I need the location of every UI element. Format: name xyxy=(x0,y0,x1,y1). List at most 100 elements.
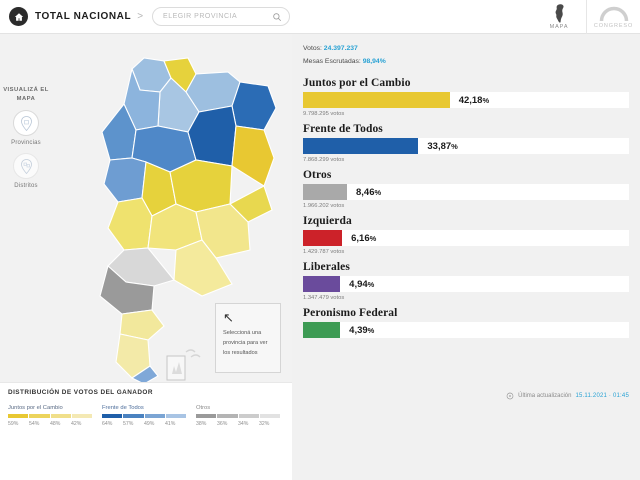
legend-swatch xyxy=(259,414,280,418)
legend-swatch xyxy=(238,414,259,418)
result-votes: 9.798.295 votos xyxy=(303,111,345,118)
result-votes: 1.966.202 votos xyxy=(303,203,345,210)
result-row-liberales[interactable]: Liberales 4,94% 1.347.479 votos xyxy=(303,261,629,304)
result-row-jxc[interactable]: Juntos por el Cambio 42,18% 9.798.295 vo… xyxy=(303,77,629,120)
province-misiones[interactable] xyxy=(231,125,275,187)
result-votes: 1.347.479 votos xyxy=(303,295,345,302)
party-name: Frente de Todos xyxy=(303,123,383,136)
legend-swatch xyxy=(123,414,144,418)
legend-swatch xyxy=(50,414,71,418)
header-nav: MAPA CONGRESO xyxy=(532,0,640,34)
result-percent: 42,18% xyxy=(458,94,490,106)
search-icon[interactable] xyxy=(272,12,282,22)
congress-dome-icon xyxy=(599,6,628,22)
legend-gradient-bar xyxy=(8,414,92,418)
map-view-provincias-label: Provincias xyxy=(11,140,41,147)
legend-swatch xyxy=(144,414,165,418)
last-updated: Última actualización 15.11.2021 · 01:45 xyxy=(506,392,629,400)
argentina-map-icon xyxy=(555,3,564,23)
result-percent: 6,16% xyxy=(351,232,377,244)
result-bar-fill xyxy=(303,276,341,293)
legend-swatch xyxy=(165,414,186,418)
last-updated-label: Última actualización xyxy=(518,393,572,399)
legend-group-jxc: Juntos por el Cambio 59% 54% 48% 42% xyxy=(8,405,92,427)
clock-icon xyxy=(506,392,514,400)
result-bar-track: 42,18% xyxy=(303,92,629,109)
map-panel[interactable]: VISUALIZÁ EL MAPA Provincias Distritos xyxy=(0,34,292,382)
result-votes: 1.429.787 votos xyxy=(303,249,345,256)
argentina-choropleth-map[interactable] xyxy=(36,34,286,382)
legend-swatch xyxy=(217,414,238,418)
province-chubut[interactable] xyxy=(119,309,165,341)
result-bar-track: 33,87% xyxy=(303,138,629,155)
legend-gradient-bar xyxy=(102,414,186,418)
result-percent: 4,39% xyxy=(349,324,375,336)
tab-congreso[interactable]: CONGRESO xyxy=(586,0,640,34)
province-chaco[interactable] xyxy=(231,81,277,131)
legend-groups: Juntos por el Cambio 59% 54% 48% 42% Fre… xyxy=(8,405,284,427)
result-row-peronismo-federal[interactable]: Peronismo Federal 4,39% xyxy=(303,307,629,350)
map-hint-text: Seleccioná una provincia para ver los re… xyxy=(223,330,268,356)
legend-values: 38% 36% 34% 32% xyxy=(196,421,280,427)
legend-swatch xyxy=(71,414,92,418)
party-name: Izquierda xyxy=(303,215,352,228)
app-header: TOTAL NACIONAL > MAPA CONGRESO xyxy=(0,0,640,34)
counted-line: Mesas Escrutadas: 98,94% xyxy=(303,56,629,69)
legend-value: 48% xyxy=(50,421,61,427)
page-title: TOTAL NACIONAL xyxy=(35,11,132,22)
legend-value: 57% xyxy=(123,421,134,427)
legend-value: 64% xyxy=(102,421,113,427)
result-bar-fill xyxy=(303,322,341,339)
search-input[interactable] xyxy=(163,13,273,20)
result-row-otros[interactable]: Otros 8,46% 1.966.202 votos xyxy=(303,169,629,212)
legend-group-label: Otros xyxy=(196,405,211,411)
result-row-fdt[interactable]: Frente de Todos 33,87% 7.868.299 votos xyxy=(303,123,629,166)
map-view-switcher: VISUALIZÁ EL MAPA Provincias Distritos xyxy=(0,86,52,189)
map-hint-tooltip: ↖ Seleccioná una provincia para ver los … xyxy=(215,303,281,373)
map-pin-districts-icon xyxy=(20,158,32,174)
counted-label: Mesas Escrutadas: xyxy=(303,57,361,65)
result-row-izquierda[interactable]: Izquierda 6,16% 1.429.787 votos xyxy=(303,215,629,258)
result-bar-track: 4,94% xyxy=(303,276,629,293)
map-view-provincias-button[interactable] xyxy=(13,110,39,137)
province-santafe[interactable] xyxy=(169,159,233,213)
legend-swatch xyxy=(196,414,217,418)
result-bar-track: 8,46% xyxy=(303,184,629,201)
legend-value: 54% xyxy=(29,421,40,427)
votes-label: Votos: xyxy=(303,45,322,52)
tab-mapa[interactable]: MAPA xyxy=(532,0,586,34)
result-bar-fill xyxy=(303,138,419,155)
result-bar-fill xyxy=(303,184,347,201)
tab-mapa-label: MAPA xyxy=(549,23,569,30)
legend-gradient-bar xyxy=(196,414,280,418)
legend-group-label: Frente de Todos xyxy=(102,405,144,411)
result-bar-track: 6,16% xyxy=(303,230,629,247)
result-votes xyxy=(303,341,629,350)
legend-value: 32% xyxy=(259,421,270,427)
legend-swatch xyxy=(102,414,123,418)
result-percent: 4,94% xyxy=(349,278,375,290)
legend-value: 42% xyxy=(71,421,82,427)
party-name: Juntos por el Cambio xyxy=(303,77,411,90)
map-inset-box xyxy=(166,349,201,381)
map-view-distritos-button[interactable] xyxy=(13,153,39,180)
totals-summary: Votos: 24.397.237 Mesas Escrutadas: 98,9… xyxy=(303,43,629,68)
legend-swatch xyxy=(29,414,50,418)
home-icon[interactable] xyxy=(9,7,28,26)
map-pin-provinces-icon xyxy=(20,115,32,131)
legend-value: 36% xyxy=(217,421,228,427)
result-votes: 7.868.299 votos xyxy=(303,157,345,164)
legend-group-label: Juntos por el Cambio xyxy=(8,405,63,411)
counted-value: 98,94% xyxy=(362,57,386,65)
province-tierradelfuego[interactable] xyxy=(130,365,159,382)
results-bar-chart: Juntos por el Cambio 42,18% 9.798.295 vo… xyxy=(303,77,629,350)
province-sanjuan[interactable] xyxy=(103,157,147,203)
result-bar-fill xyxy=(303,230,343,247)
province-mendoza[interactable] xyxy=(107,197,153,251)
legend-value: 59% xyxy=(8,421,19,427)
legend-value: 49% xyxy=(144,421,155,427)
province-search-box[interactable] xyxy=(152,7,291,26)
result-bar-track: 4,39% xyxy=(303,322,629,339)
legend-swatch xyxy=(8,414,29,418)
